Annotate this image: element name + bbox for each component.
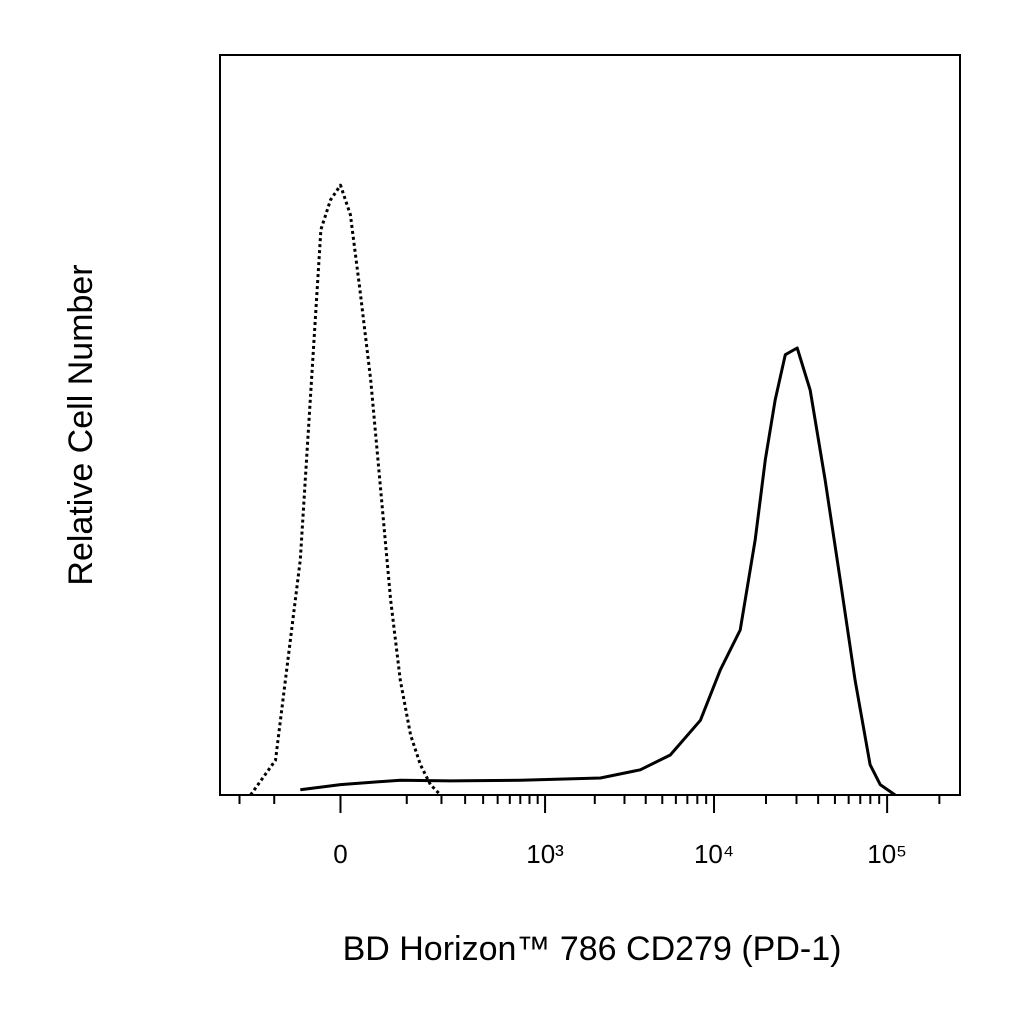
y-axis-label: Relative Cell Number xyxy=(62,264,100,585)
histogram-line xyxy=(249,183,442,797)
x-tick-label: 10³ xyxy=(526,839,564,869)
x-axis-label: BD Horizon™ 786 CD279 (PD-1) xyxy=(343,930,842,968)
x-tick-label: 10⁵ xyxy=(867,839,907,869)
x-tick-label: 0 xyxy=(333,839,347,869)
histogram-line xyxy=(300,346,896,797)
plot-frame xyxy=(219,54,961,796)
x-tick-label: 10⁴ xyxy=(694,839,734,869)
